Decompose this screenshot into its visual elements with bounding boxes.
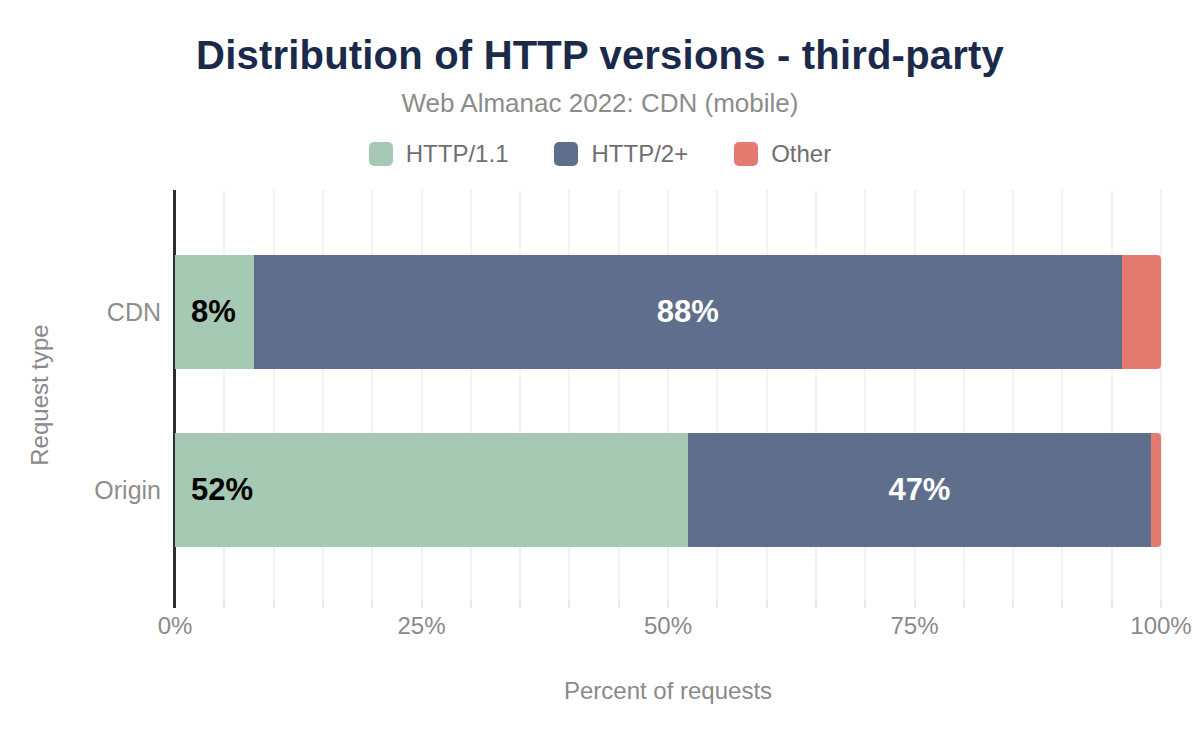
segment-origin-other xyxy=(1151,433,1161,547)
chart-subtitle: Web Almanac 2022: CDN (mobile) xyxy=(0,88,1200,119)
legend-label: Other xyxy=(771,140,831,168)
x-tick-label-100: 100% xyxy=(1130,612,1191,640)
segment-cdn-http-2: 88% xyxy=(254,255,1122,369)
tick-stub xyxy=(1111,600,1113,608)
x-tick-label-25: 25% xyxy=(397,612,445,640)
x-axis-title: Percent of requests xyxy=(175,677,1161,705)
chart-title: Distribution of HTTP versions - third-pa… xyxy=(0,33,1200,78)
data-label-origin-http-1-1: 52% xyxy=(191,472,253,508)
tick-stub xyxy=(568,600,570,608)
legend-label: HTTP/2+ xyxy=(591,140,688,168)
category-label-cdn: CDN xyxy=(0,297,161,327)
tick-stub xyxy=(322,600,324,608)
data-label-cdn-http-1-1: 8% xyxy=(191,294,236,330)
tick-stub xyxy=(519,600,521,608)
tick-stub xyxy=(667,600,669,608)
chart-legend: HTTP/1.1 HTTP/2+ Other xyxy=(0,140,1200,168)
tick-stub xyxy=(766,600,768,608)
legend-item-other: Other xyxy=(734,140,831,168)
tick-stub xyxy=(815,600,817,608)
segment-cdn-http-1-1: 8% xyxy=(175,255,254,369)
tick-stub xyxy=(716,600,718,608)
x-tick-label-50: 50% xyxy=(644,612,692,640)
tick-stub xyxy=(963,600,965,608)
tick-stub xyxy=(618,600,620,608)
x-tick-label-75: 75% xyxy=(890,612,938,640)
x-tick-label-0: 0% xyxy=(158,612,193,640)
tick-stub xyxy=(864,600,866,608)
data-label-cdn-http-2: 88% xyxy=(657,294,719,330)
segment-origin-http-2: 47% xyxy=(688,433,1151,547)
legend-swatch-icon xyxy=(554,142,578,166)
tick-stub xyxy=(1160,600,1162,608)
tick-stub xyxy=(914,600,916,608)
legend-label: HTTP/1.1 xyxy=(406,140,509,168)
data-label-origin-http-2: 47% xyxy=(888,472,950,508)
y-axis-title: Request type xyxy=(26,324,54,465)
legend-item-http-1-1: HTTP/1.1 xyxy=(369,140,509,168)
plot-area: 8% 88% 52% 47% xyxy=(175,190,1161,600)
legend-swatch-icon xyxy=(734,142,758,166)
tick-stub xyxy=(371,600,373,608)
legend-item-http-2: HTTP/2+ xyxy=(554,140,688,168)
chart-card: Distribution of HTTP versions - third-pa… xyxy=(0,0,1200,742)
segment-cdn-other xyxy=(1122,255,1161,369)
tick-stub xyxy=(223,600,225,608)
bar-row-origin: 52% 47% xyxy=(175,433,1161,547)
tick-stub xyxy=(1061,600,1063,608)
tick-stub xyxy=(421,600,423,608)
bar-row-cdn: 8% 88% xyxy=(175,255,1161,369)
legend-swatch-icon xyxy=(369,142,393,166)
segment-origin-http-1-1: 52% xyxy=(175,433,688,547)
tick-stub xyxy=(470,600,472,608)
category-label-origin: Origin xyxy=(0,475,161,505)
tick-stub xyxy=(273,600,275,608)
tick-stub xyxy=(1012,600,1014,608)
